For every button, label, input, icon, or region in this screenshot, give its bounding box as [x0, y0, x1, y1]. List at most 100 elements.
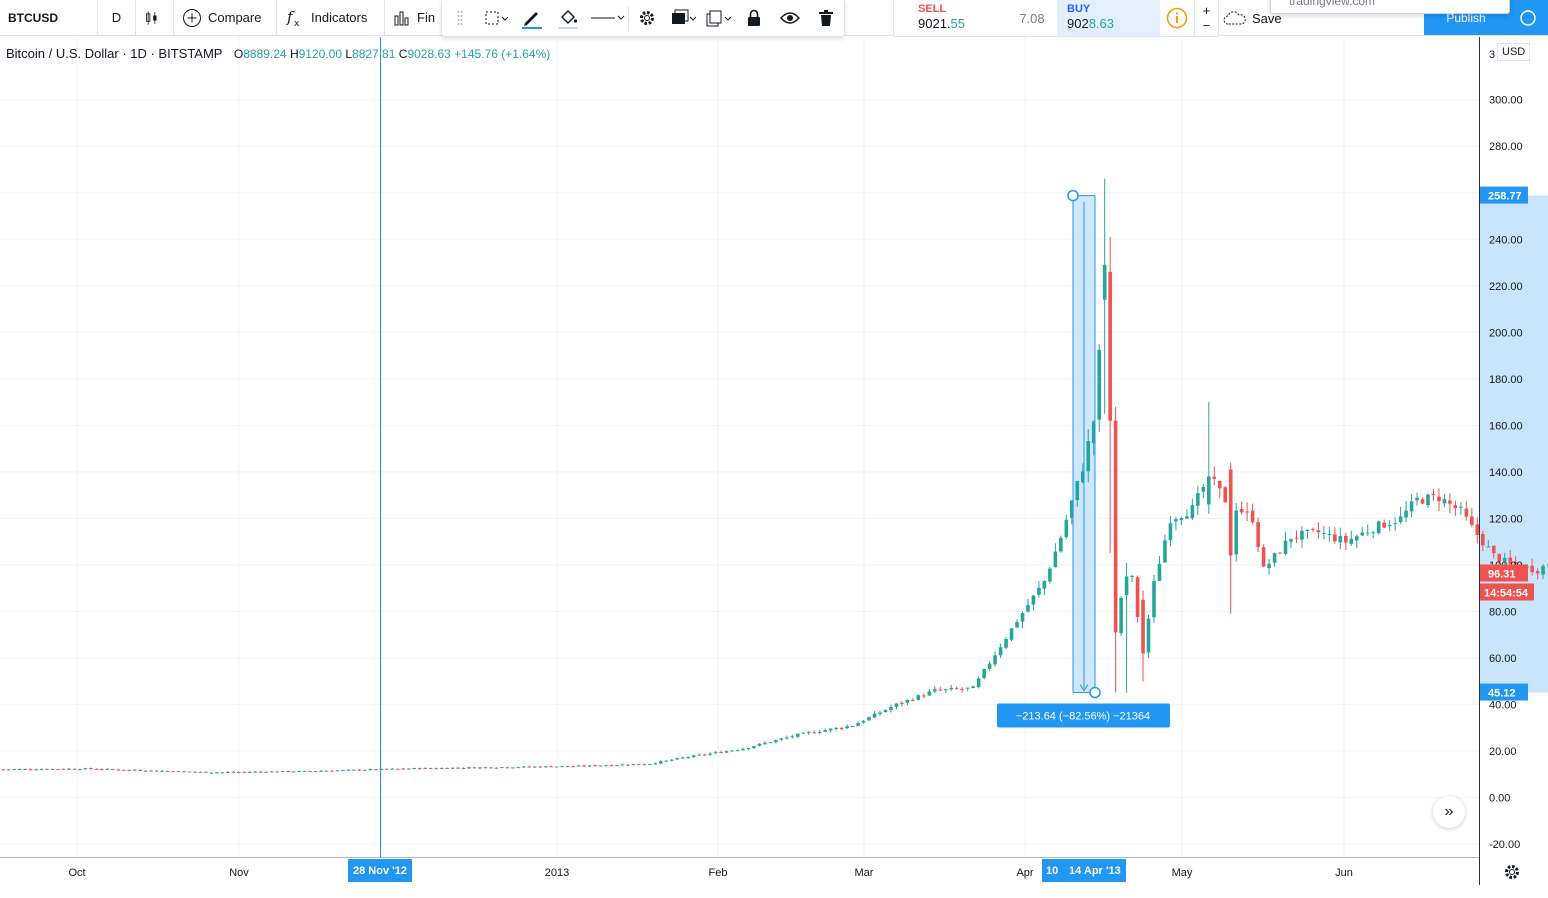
candles: [1, 178, 1548, 774]
range-end-label: 14 Apr '13: [1069, 865, 1121, 877]
candle-body: [1267, 563, 1271, 569]
candle-body: [735, 750, 740, 752]
candle-body: [631, 764, 636, 766]
candle-body: [1228, 469, 1233, 556]
range-start-label: 10: [1046, 865, 1058, 877]
candle-body: [1190, 505, 1195, 519]
candle-body: [861, 720, 866, 723]
candle-body: [423, 767, 427, 769]
candle-body: [1141, 599, 1145, 654]
candle-body: [609, 765, 614, 767]
lock-button[interactable]: [736, 1, 772, 35]
measure-top-price-label: 258.77: [1488, 191, 1522, 203]
candle-body: [527, 766, 532, 768]
candle-body: [1037, 587, 1041, 595]
time-tick-label: Oct: [68, 867, 85, 879]
candle-body: [1283, 540, 1288, 554]
candle-body: [1124, 576, 1129, 596]
candle-body: [894, 703, 899, 707]
candle-body: [993, 655, 997, 665]
settings-top-button[interactable]: [1508, 0, 1548, 35]
save-button[interactable]: Save: [1222, 0, 1282, 36]
compare-label: Compare: [208, 10, 262, 25]
bar-chart-icon: [394, 11, 409, 25]
candle-body: [357, 769, 362, 771]
sell-button[interactable]: SELL 9021.55: [894, 0, 1007, 36]
buy-label: BUY: [1067, 3, 1091, 15]
candle-body: [669, 759, 674, 761]
chart-settings-button[interactable]: [1500, 860, 1524, 884]
candle-body: [571, 766, 575, 768]
candle-body: [867, 717, 871, 721]
candle-body: [78, 769, 82, 771]
compare-button[interactable]: Compare: [174, 0, 277, 35]
fill-color-button[interactable]: [550, 1, 586, 35]
candle-body: [1168, 523, 1173, 541]
time-axis[interactable]: Oct Nov 2013 Feb Mar Apr May Jun 28 Nov '12 10 14 …: [0, 857, 1479, 883]
candle-body: [702, 754, 707, 756]
candle-body: [28, 769, 33, 771]
candle-body: [335, 770, 340, 772]
hide-button[interactable]: [772, 1, 808, 35]
candle-body: [752, 746, 756, 749]
high-label: H: [289, 47, 299, 61]
measure-bottom-handle[interactable]: [1089, 686, 1101, 699]
sell-price-frac: 55: [950, 16, 966, 31]
price-axis[interactable]: 300.00280.00260.00240.00220.00200.00180.…: [1479, 37, 1535, 885]
chart-type-button[interactable]: [136, 0, 174, 35]
measure-top-handle[interactable]: [1067, 189, 1079, 202]
candle-body: [1404, 510, 1408, 518]
candle-body: [1272, 553, 1277, 563]
price-tick-label: 140.00: [1489, 467, 1523, 479]
settings-button[interactable]: [629, 1, 665, 35]
candle-body: [708, 753, 712, 755]
candle-body: [1415, 497, 1419, 501]
candle-body: [1064, 519, 1069, 538]
line-style-button[interactable]: [586, 1, 628, 35]
candle-body: [1234, 510, 1238, 555]
candle-body: [1426, 494, 1430, 506]
candle-body: [642, 764, 647, 766]
layers-icon: [671, 9, 696, 24]
clone-button[interactable]: [700, 1, 736, 35]
currency-label[interactable]: USD: [1497, 43, 1531, 61]
quantity-stepper[interactable]: + −: [1194, 0, 1218, 36]
candle-body: [543, 766, 548, 768]
drag-handle[interactable]: [442, 1, 478, 35]
candle-body: [1365, 532, 1370, 534]
scroll-forward-button[interactable]: »: [1433, 796, 1465, 828]
candle-body: [724, 751, 729, 753]
indicators-button[interactable]: f x Indicators: [277, 0, 385, 35]
visual-order-button[interactable]: [665, 1, 701, 35]
candle-body: [796, 733, 800, 737]
line-color-button[interactable]: [514, 1, 550, 35]
interval-button[interactable]: D: [98, 0, 136, 35]
indicators-label: Indicators: [311, 10, 368, 25]
candle-body: [511, 767, 515, 769]
candle-body: [850, 725, 855, 727]
price-chart[interactable]: −213.64 (−82.56%) −21364 300.00280.00260…: [0, 37, 1548, 898]
candle-body: [1442, 499, 1447, 504]
candle-body: [1546, 564, 1548, 566]
minus-icon[interactable]: −: [1202, 18, 1211, 33]
candle-body: [1382, 522, 1386, 528]
plus-icon[interactable]: +: [1202, 3, 1211, 18]
buy-button[interactable]: BUY 9028.63: [1057, 0, 1160, 36]
templates-button[interactable]: [478, 1, 514, 35]
candle-body: [741, 748, 745, 751]
candle-body: [598, 765, 603, 767]
candle-body: [1223, 487, 1228, 503]
candle-body: [302, 770, 307, 772]
buy-price-frac: 8.63: [1088, 16, 1115, 31]
delete-button[interactable]: [808, 1, 844, 35]
price-tick-label-partial: 3: [1489, 49, 1495, 61]
financials-button[interactable]: Fin: [385, 0, 445, 35]
info-button[interactable]: [1160, 0, 1194, 36]
candle-body: [691, 755, 696, 758]
candle-body: [757, 743, 762, 746]
candle-body: [1486, 546, 1491, 548]
save-label: Save: [1252, 10, 1282, 26]
symbol-search-button[interactable]: BTCUSD: [0, 0, 98, 35]
candle-body: [554, 766, 559, 768]
candle-body: [209, 772, 214, 774]
